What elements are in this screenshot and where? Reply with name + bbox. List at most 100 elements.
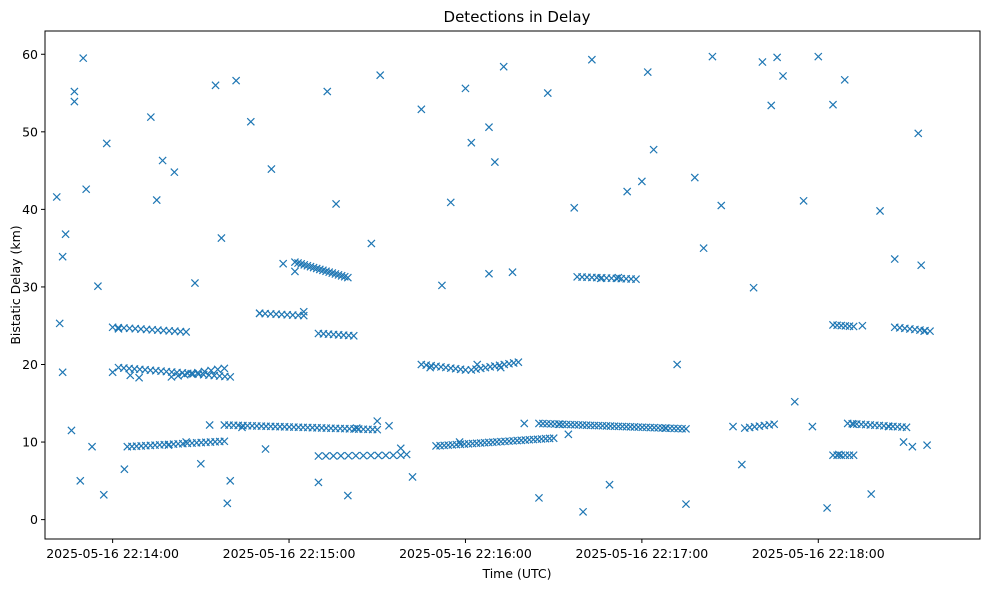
data-point (367, 239, 376, 248)
data-point (374, 451, 383, 460)
data-point (908, 442, 917, 451)
data-point (207, 366, 216, 375)
data-point (226, 476, 235, 485)
x-tick-label: 2025-05-16 22:18:00 (752, 546, 885, 561)
data-point (631, 275, 641, 284)
x-axis-label: Time (UTC) (481, 566, 551, 581)
data-point (108, 368, 117, 377)
data-point (299, 311, 308, 320)
data-point (314, 478, 323, 487)
data-point (799, 196, 808, 205)
data-point (226, 372, 235, 381)
data-point (359, 451, 368, 460)
data-point (220, 437, 229, 446)
data-point (146, 113, 155, 122)
data-point (182, 327, 191, 336)
data-point (321, 451, 330, 460)
data-point (840, 75, 849, 84)
data-point (917, 261, 926, 270)
data-point (899, 438, 908, 447)
data-point (623, 187, 632, 196)
data-point (389, 451, 398, 460)
data-point (808, 422, 817, 431)
data-point (170, 168, 179, 177)
data-point (232, 76, 241, 85)
data-point (180, 370, 189, 379)
x-tick-label: 2025-05-16 22:15:00 (223, 546, 356, 561)
data-point (279, 259, 288, 268)
data-point (914, 129, 923, 138)
data-point (437, 281, 446, 290)
data-point (490, 158, 499, 167)
data-point (396, 444, 405, 453)
data-point (193, 368, 202, 377)
data-point (876, 206, 885, 215)
data-point (217, 234, 226, 243)
data-point (190, 279, 199, 288)
data-point (93, 282, 102, 291)
data-point (343, 273, 352, 282)
data-point (220, 364, 229, 373)
data-point (570, 203, 579, 212)
data-point (828, 100, 838, 109)
data-points (52, 52, 935, 516)
data-point (514, 358, 523, 367)
data-point (351, 451, 360, 460)
data-point (373, 417, 382, 426)
data-point (352, 424, 361, 433)
data-point (673, 360, 682, 369)
data-point (549, 434, 558, 443)
data-point (99, 490, 108, 499)
x-axis: 2025-05-16 22:14:00 2025-05-16 22:15:00 20… (46, 539, 885, 561)
data-point (508, 268, 517, 277)
data-point (520, 419, 529, 428)
data-point (384, 421, 394, 430)
y-tick-label: 50 (22, 124, 38, 139)
data-point (681, 424, 690, 433)
data-point (681, 500, 690, 509)
data-point (211, 81, 220, 90)
data-point (579, 507, 588, 516)
data-point (778, 71, 788, 81)
data-point (344, 451, 353, 460)
data-point (70, 87, 79, 96)
data-point (417, 105, 426, 114)
data-point (767, 101, 776, 110)
x-tick-label: 2025-05-16 22:17:00 (575, 546, 708, 561)
data-point (790, 397, 799, 406)
data-point (52, 192, 61, 201)
data-point (849, 451, 858, 460)
y-tick-label: 20 (22, 357, 38, 372)
data-point (329, 451, 338, 460)
data-point (543, 89, 552, 98)
data-point (261, 445, 270, 454)
data-point (461, 365, 470, 374)
data-point (205, 420, 214, 430)
data-point (366, 451, 375, 460)
data-point (152, 196, 161, 205)
y-tick-label: 30 (22, 279, 38, 294)
data-point (67, 426, 76, 435)
data-point (749, 283, 758, 292)
plot-area (44, 30, 981, 540)
data-point (484, 123, 494, 132)
data-point (605, 480, 614, 489)
data-point (120, 465, 129, 474)
data-point (690, 173, 699, 182)
data-point (61, 230, 70, 239)
data-point (925, 327, 935, 336)
data-point (267, 165, 276, 174)
data-point (643, 68, 652, 77)
data-point (167, 372, 176, 381)
x-tick-label: 2025-05-16 22:16:00 (399, 546, 532, 561)
data-point (614, 273, 623, 282)
data-point (923, 441, 932, 450)
data-point (587, 55, 596, 64)
data-point (758, 57, 767, 67)
data-point (323, 87, 332, 96)
y-tick-label: 10 (22, 435, 38, 450)
data-point (858, 321, 867, 330)
data-point (290, 267, 299, 276)
data-point (396, 451, 405, 460)
data-point (461, 84, 470, 93)
